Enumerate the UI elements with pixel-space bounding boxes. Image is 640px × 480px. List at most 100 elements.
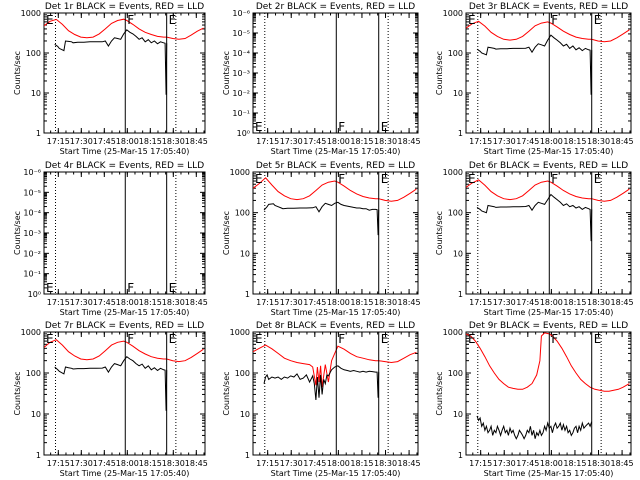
y-tick-label: 10⁻⁶ xyxy=(23,168,41,177)
y-tick-label: 10⁻⁶ xyxy=(232,9,250,18)
state-marker-label: E xyxy=(594,172,602,186)
x-tick-label: 17:15 xyxy=(256,137,279,146)
lld-series-line xyxy=(44,18,204,40)
plot-frame xyxy=(43,12,206,134)
x-axis-label: Start Time (25-Mar-15 17:05:40) xyxy=(484,147,614,156)
y-tick-label: 10⁰ xyxy=(237,129,250,138)
y-axis-label: Counts/sec xyxy=(435,371,444,415)
data-layer xyxy=(466,179,630,242)
plot-frame xyxy=(252,331,419,456)
x-tick-label: 17:30 xyxy=(493,137,516,146)
data-layer xyxy=(44,339,204,411)
plot-frame xyxy=(252,12,419,134)
y-tick-label: 10 xyxy=(240,410,250,419)
y-tick-label: 10 xyxy=(31,89,41,98)
events-series-line xyxy=(476,193,593,242)
y-tick-label: 1 xyxy=(245,451,250,460)
y-axis-label: Counts/sec xyxy=(13,51,22,95)
panel-9: Det 9r BLACK = Events, RED = LLD 1 10 100 10… xyxy=(435,321,634,478)
x-tick-label: 18:00 xyxy=(540,137,563,146)
x-tick-label: 18:15 xyxy=(139,459,162,468)
x-tick-label: 18:15 xyxy=(350,459,373,468)
x-tick-label: 17:15 xyxy=(469,459,492,468)
state-marker-label: F xyxy=(551,332,558,346)
x-tick-label: 17:45 xyxy=(303,298,326,307)
panel-8: Det 8r BLACK = Events, RED = LLD 1 10 100 10… xyxy=(222,321,421,478)
x-tick-label: 18:00 xyxy=(540,459,563,468)
y-tick-label: 1 xyxy=(458,451,463,460)
y-tick-label: 10⁻⁴ xyxy=(23,209,41,218)
x-tick-label: 18:15 xyxy=(350,298,373,307)
y-axis-label: Counts/sec xyxy=(13,211,22,255)
x-tick-label: 18:00 xyxy=(327,459,350,468)
x-axis-label: Start Time (25-Mar-15 17:05:40) xyxy=(484,308,614,317)
panel-title: Det 9r BLACK = Events, RED = LLD xyxy=(469,321,628,331)
events-series-line xyxy=(263,365,380,401)
x-tick-label: 18:15 xyxy=(139,137,162,146)
state-marker-label: E xyxy=(255,172,263,186)
state-marker-label: F xyxy=(338,172,345,186)
x-tick-label: 17:15 xyxy=(47,298,70,307)
x-tick-label: 18:15 xyxy=(139,298,162,307)
state-marker-label: E xyxy=(46,332,54,346)
x-tick-label: 18:45 xyxy=(611,298,634,307)
state-marker-label: F xyxy=(338,120,345,134)
panel-title: Det 5r BLACK = Events, RED = LLD xyxy=(256,161,415,171)
panel-title: Det 1r BLACK = Events, RED = LLD xyxy=(45,2,204,12)
data-layer xyxy=(466,20,630,95)
events-series-line xyxy=(54,29,168,95)
state-marker-label: F xyxy=(127,13,134,27)
x-tick-label: 17:30 xyxy=(280,137,303,146)
x-axis-label: Start Time (25-Mar-15 17:05:40) xyxy=(271,308,401,317)
state-marker-label: E xyxy=(46,13,54,27)
state-marker-label: F xyxy=(551,13,558,27)
x-tick-label: 18:30 xyxy=(374,459,397,468)
y-tick-label: 10⁰ xyxy=(28,290,41,299)
x-tick-label: 18:30 xyxy=(374,298,397,307)
x-axis-label: Start Time (25-Mar-15 17:05:40) xyxy=(60,308,190,317)
x-axis-label: Start Time (25-Mar-15 17:05:40) xyxy=(271,147,401,156)
panel-1: Det 1r BLACK = Events, RED = LLD 1 10 100 10… xyxy=(13,2,208,156)
x-tick-label: 18:00 xyxy=(327,137,350,146)
x-tick-label: 18:15 xyxy=(563,137,586,146)
x-tick-label: 18:00 xyxy=(116,137,139,146)
y-tick-label: 10⁻⁵ xyxy=(232,29,250,38)
state-marker-label: E xyxy=(46,281,54,295)
y-axis-label: Counts/sec xyxy=(222,371,231,415)
x-tick-label: 17:45 xyxy=(93,137,116,146)
x-axis-label: Start Time (25-Mar-15 17:05:40) xyxy=(484,469,614,478)
lld-series-line xyxy=(44,339,204,363)
lld-series-line xyxy=(466,20,630,43)
panel-title: Det 4r BLACK = Events, RED = LLD xyxy=(45,161,204,171)
x-tick-label: 18:45 xyxy=(611,459,634,468)
panel-title: Det 8r BLACK = Events, RED = LLD xyxy=(256,321,415,331)
state-marker-label: E xyxy=(381,172,389,186)
x-tick-label: 18:00 xyxy=(327,298,350,307)
lld-series-line xyxy=(466,332,630,392)
plot-frame xyxy=(465,331,632,456)
panel-4: Det 4r BLACK = Events, RED = LLD 10⁰ 10⁻¹ 1… xyxy=(13,161,208,317)
y-tick-label: 10 xyxy=(453,410,463,419)
x-tick-label: 18:45 xyxy=(185,459,208,468)
panel-title: Det 2r BLACK = Events, RED = LLD xyxy=(256,2,415,12)
state-marker-label: E xyxy=(594,13,602,27)
y-axis-label: Counts/sec xyxy=(222,211,231,255)
events-series-line xyxy=(263,201,380,236)
x-tick-label: 18:00 xyxy=(116,298,139,307)
x-tick-label: 17:30 xyxy=(493,298,516,307)
y-tick-label: 100 xyxy=(448,369,463,378)
x-tick-label: 18:45 xyxy=(398,459,421,468)
y-tick-label: 1 xyxy=(245,290,250,299)
y-tick-label: 10⁻⁵ xyxy=(23,188,41,197)
y-tick-label: 1 xyxy=(36,129,41,138)
state-marker-label: E xyxy=(381,120,389,134)
x-axis-label: Start Time (25-Mar-15 17:05:40) xyxy=(271,469,401,478)
panel-title: Det 7r BLACK = Events, RED = LLD xyxy=(45,321,204,331)
state-marker-label: E xyxy=(468,172,476,186)
y-tick-label: 10⁻² xyxy=(232,89,250,98)
x-tick-label: 18:15 xyxy=(563,459,586,468)
lld-series-line xyxy=(253,344,417,388)
x-tick-label: 17:30 xyxy=(493,459,516,468)
y-tick-label: 10⁻² xyxy=(23,249,41,258)
x-tick-label: 17:45 xyxy=(516,298,539,307)
